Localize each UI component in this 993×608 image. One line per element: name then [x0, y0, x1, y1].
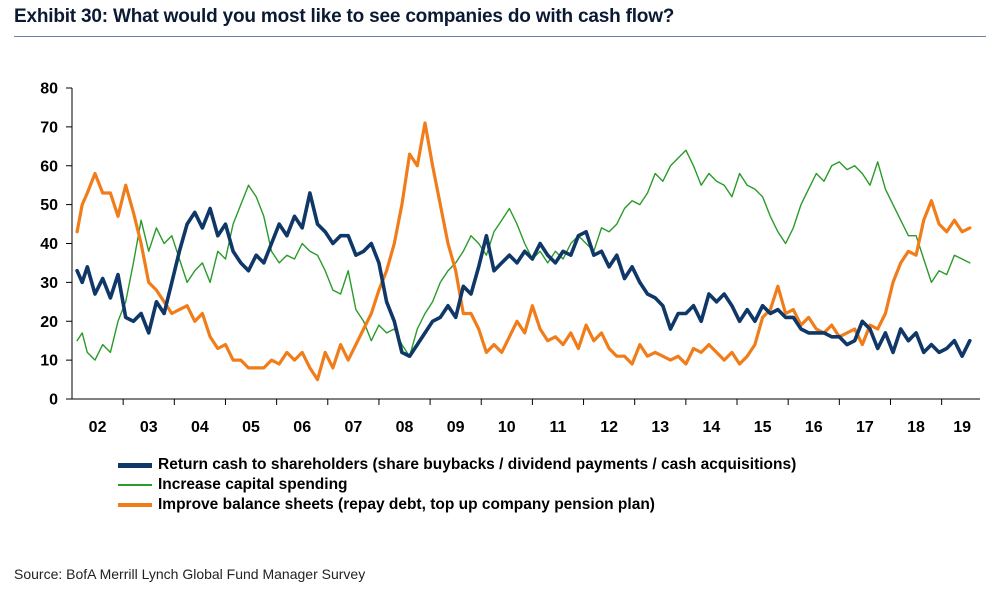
y-tick-label: 60 [40, 158, 58, 175]
x-tick-label: 04 [191, 419, 209, 436]
x-tick-label: 07 [344, 419, 362, 436]
series-line-balance-sheets [75, 121, 972, 382]
axes: 0 10 20 30 40 50 60 70 80 02 03 04 05 06 07 08 09 10 11 12 1… [40, 81, 980, 436]
series-line-return-cash [75, 191, 972, 358]
legend-swatch-balance-sheets [118, 503, 152, 507]
chart-title: Exhibit 30: What would you most like to … [14, 6, 675, 27]
x-tick-label: 02 [89, 419, 107, 436]
y-tick-label: 40 [40, 236, 58, 253]
y-tick-label: 20 [40, 314, 58, 331]
series-layer [75, 121, 972, 382]
x-tick-label: 05 [242, 419, 260, 436]
legend: Return cash to shareholders (share buyba… [118, 455, 796, 515]
source-note: Source: BofA Merrill Lynch Global Fund M… [14, 566, 366, 582]
x-tick-label: 14 [703, 419, 721, 436]
x-tick-label: 18 [907, 419, 925, 436]
legend-item-balance-sheets: Improve balance sheets (repay debt, top … [118, 495, 796, 515]
x-tick-label: 08 [396, 419, 414, 436]
legend-label-return-cash: Return cash to shareholders (share buyba… [158, 456, 797, 473]
x-tick-label: 11 [550, 419, 567, 436]
legend-item-capital-spending: Increase capital spending [118, 475, 796, 495]
x-tick-label: 09 [447, 419, 465, 436]
y-tick-label: 0 [49, 392, 58, 409]
legend-label-capital-spending: Increase capital spending [158, 476, 348, 493]
y-tick-label: 10 [40, 353, 58, 370]
x-tick-label: 17 [856, 419, 874, 436]
title-rule [14, 36, 986, 37]
x-tick-label: 10 [498, 419, 516, 436]
y-tick-label: 70 [40, 119, 58, 136]
x-tick-label: 15 [754, 419, 772, 436]
legend-swatch-capital-spending [118, 484, 152, 486]
x-tick-label: 03 [140, 419, 158, 436]
y-tick-label: 80 [40, 81, 58, 98]
legend-swatch-return-cash [118, 462, 152, 468]
legend-item-return-cash: Return cash to shareholders (share buyba… [118, 455, 796, 475]
x-tick-label: 12 [600, 419, 618, 436]
legend-label-balance-sheets: Improve balance sheets (repay debt, top … [158, 496, 655, 513]
y-tick-label: 30 [40, 275, 58, 292]
series-line-capital-spending [76, 149, 971, 361]
y-tick-label: 50 [40, 197, 58, 214]
x-tick-label: 06 [293, 419, 311, 436]
x-tick-label: 19 [953, 419, 971, 436]
x-tick-label: 13 [651, 419, 669, 436]
x-tick-label: 16 [805, 419, 823, 436]
